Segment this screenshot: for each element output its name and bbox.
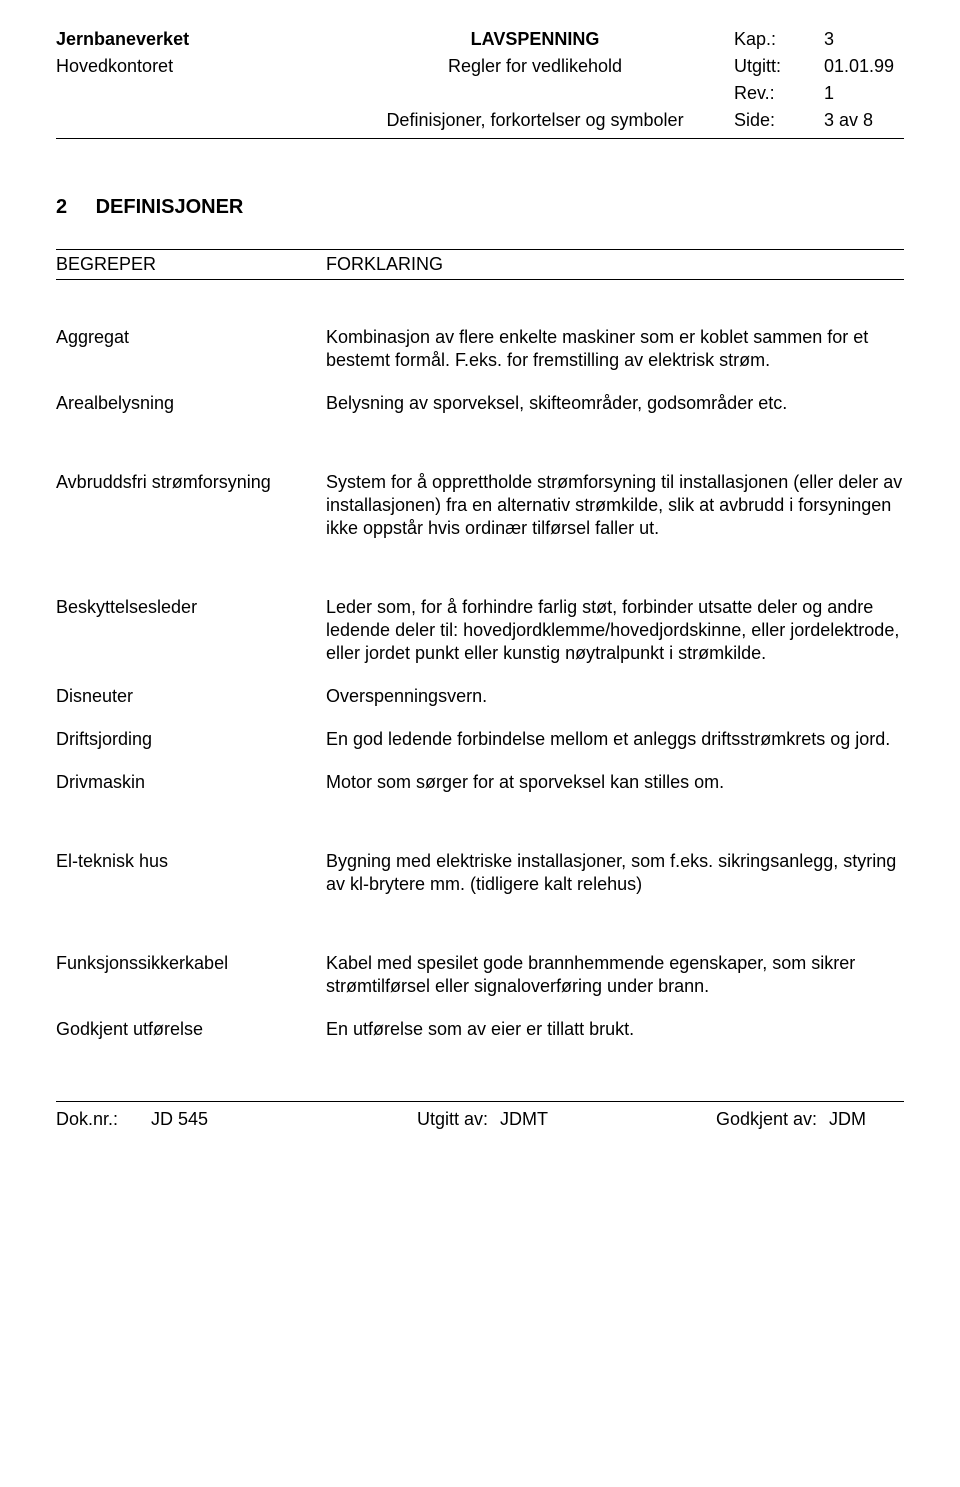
meta-kap-label: Kap.: [734,28,824,51]
section-heading: 2 DEFINISJONER [56,195,904,221]
definition-row: Funksjonssikkerkabel Kabel med spesilet … [56,952,904,998]
definition-row: Driftsjording En god ledende forbindelse… [56,728,904,751]
meta-kap-value: 3 [824,28,904,51]
footer-doknr-label: Dok.nr.: [56,1108,151,1131]
definitions-table-header: BEGREPER FORKLARING [56,249,904,280]
column-header-begreper: BEGREPER [56,253,326,276]
term-definition: Kabel med spesilet gode brannhemmende eg… [326,952,904,998]
term-definition: Kombinasjon av flere enkelte maskiner so… [326,326,904,372]
page-header: Jernbaneverket LAVSPENNING Kap.: 3 Hoved… [56,28,904,132]
term-label: Avbruddsfri strømforsyning [56,471,326,494]
term-definition: Motor som sørger for at sporveksel kan s… [326,771,904,794]
meta-side-label: Side: [734,109,824,132]
header-department: Hovedkontoret [56,55,336,78]
term-definition: Belysning av sporveksel, skifteområder, … [326,392,904,415]
term-label: El-teknisk hus [56,850,326,873]
meta-rev-value: 1 [824,82,904,105]
term-definition: En god ledende forbindelse mellom et anl… [326,728,904,751]
header-title: LAVSPENNING [336,28,734,51]
term-definition: Overspenningsvern. [326,685,904,708]
header-subtitle-2: Definisjoner, forkortelser og symboler [336,109,734,132]
term-label: Arealbelysning [56,392,326,415]
term-label: Beskyttelsesleder [56,596,326,619]
definition-row: Aggregat Kombinasjon av flere enkelte ma… [56,326,904,372]
meta-utgitt-value: 01.01.99 [824,55,904,78]
footer-doknr-value: JD 545 [151,1108,246,1131]
definition-row: Disneuter Overspenningsvern. [56,685,904,708]
footer-utgitt-value: JDMT [500,1108,575,1131]
footer-godkjent-value: JDM [829,1108,904,1131]
column-header-forklaring: FORKLARING [326,253,904,276]
document-page: Jernbaneverket LAVSPENNING Kap.: 3 Hoved… [0,0,960,1151]
definition-row: Arealbelysning Belysning av sporveksel, … [56,392,904,415]
page-footer: Dok.nr.: JD 545 Utgitt av: JDMT Godkjent… [56,1102,904,1131]
section-title: DEFINISJONER [96,196,244,218]
definition-row: Drivmaskin Motor som sørger for at sporv… [56,771,904,794]
header-subtitle-1: Regler for vedlikehold [336,55,734,78]
term-definition: System for å opprettholde strømforsyning… [326,471,904,540]
term-label: Godkjent utførelse [56,1018,326,1041]
term-label: Funksjonssikkerkabel [56,952,326,975]
meta-utgitt-label: Utgitt: [734,55,824,78]
footer-utgitt-label: Utgitt av: [246,1108,500,1131]
term-label: Aggregat [56,326,326,349]
section-number: 2 [56,195,90,221]
definition-row: El-teknisk hus Bygning med elektriske in… [56,850,904,896]
term-definition: Leder som, for å forhindre farlig støt, … [326,596,904,665]
term-label: Driftsjording [56,728,326,751]
header-organization: Jernbaneverket [56,28,336,51]
term-label: Drivmaskin [56,771,326,794]
header-rule [56,138,904,139]
definition-row: Beskyttelsesleder Leder som, for å forhi… [56,596,904,665]
term-definition: Bygning med elektriske installasjoner, s… [326,850,904,896]
footer-godkjent-label: Godkjent av: [575,1108,829,1131]
term-definition: En utførelse som av eier er tillatt bruk… [326,1018,904,1041]
definition-row: Godkjent utførelse En utførelse som av e… [56,1018,904,1041]
meta-side-value: 3 av 8 [824,109,904,132]
term-label: Disneuter [56,685,326,708]
definition-row: Avbruddsfri strømforsyning System for å … [56,471,904,540]
meta-rev-label: Rev.: [734,82,824,105]
